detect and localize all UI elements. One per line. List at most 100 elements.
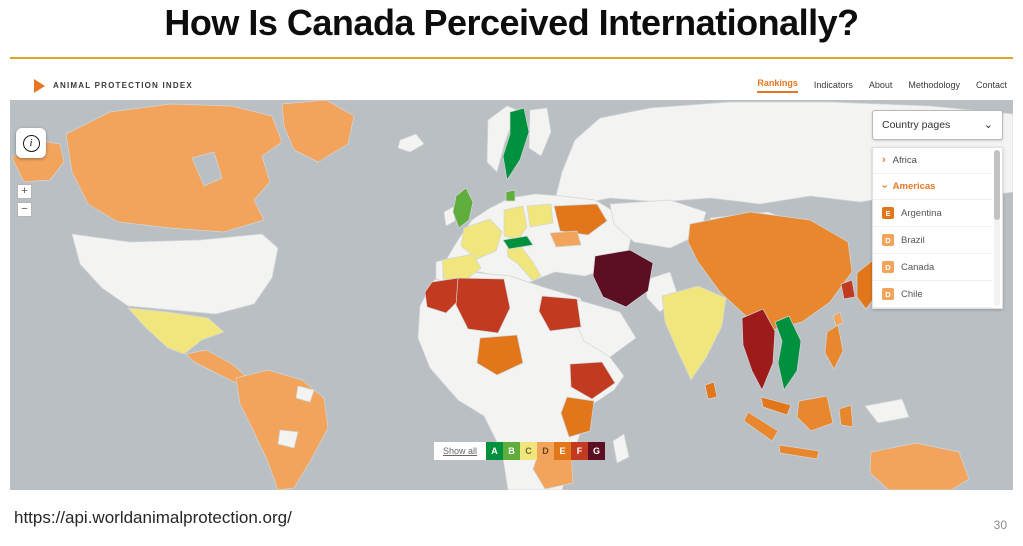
panel-scrollbar-thumb[interactable] (994, 150, 1000, 221)
country-portugal[interactable] (435, 259, 444, 282)
country-ukraine[interactable] (553, 203, 608, 236)
title-divider (10, 57, 1013, 59)
country-indonesia[interactable] (743, 395, 854, 460)
country-name: Brazil (901, 234, 925, 246)
country-sri-lanka[interactable] (704, 381, 718, 400)
world-map-area[interactable]: i + − Show all A B C D E F G Country pag… (10, 100, 1013, 490)
nav-indicators[interactable]: Indicators (813, 80, 853, 90)
grade-badge: D (882, 261, 894, 273)
country-algeria[interactable] (455, 277, 511, 334)
legend-grade-a[interactable]: A (486, 442, 504, 460)
country-austria-switzerland[interactable] (502, 235, 534, 250)
country-finland[interactable] (528, 107, 552, 157)
country-madagascar[interactable] (612, 433, 630, 464)
country-greenland[interactable] (281, 100, 355, 163)
world-map[interactable] (10, 100, 1013, 490)
zoom-in-button[interactable]: + (17, 184, 32, 199)
legend-grade-d-label: D (542, 446, 549, 456)
country-china[interactable] (687, 211, 853, 331)
country-romania[interactable] (549, 230, 582, 248)
legend-grade-a-label: A (491, 446, 498, 456)
country-niger[interactable] (476, 334, 524, 376)
country-kenya-tanzania[interactable] (560, 396, 595, 438)
dropdown-label: Country pages (882, 119, 951, 131)
chevron-down-icon: ⌄ (983, 119, 993, 131)
map-legend: Show all A B C D E F G (434, 442, 606, 460)
legend-grade-f-label: F (576, 446, 583, 456)
legend-grade-g-label: G (593, 446, 601, 456)
country-papua-new-guinea[interactable] (864, 398, 910, 424)
legend-grade-b-label: B (508, 446, 515, 456)
country-india[interactable] (661, 285, 727, 381)
country-sweden[interactable] (502, 107, 530, 181)
grade-badge: D (882, 234, 894, 246)
country-vietnam[interactable] (774, 315, 802, 391)
country-iran[interactable] (592, 249, 654, 308)
show-all-link[interactable]: Show all (434, 442, 487, 460)
legend-grade-b[interactable]: B (503, 442, 521, 460)
country-south-korea[interactable] (840, 279, 856, 300)
country-name: Canada (901, 261, 935, 273)
country-uk[interactable] (452, 187, 474, 229)
nav-methodology[interactable]: Methodology (908, 80, 960, 90)
logo-triangle-icon (34, 78, 45, 93)
country-malaysia[interactable] (760, 396, 792, 416)
country-pages-panel: Country pages ⌄ › Africa › Americas E Ar… (872, 110, 1003, 309)
legend-grade-g[interactable]: G (588, 442, 606, 460)
site-logo[interactable]: ANIMAL PROTECTION INDEX (10, 78, 193, 93)
country-row-canada[interactable]: D Canada (873, 254, 992, 281)
grade-badge: E (882, 207, 894, 219)
site-header: ANIMAL PROTECTION INDEX Rankings Indicat… (10, 72, 1013, 99)
nav-about[interactable]: About (868, 80, 893, 90)
zoom-out-button[interactable]: − (17, 202, 32, 217)
country-row-argentina[interactable]: E Argentina (873, 200, 992, 227)
panel-scrollbar[interactable] (994, 150, 1000, 306)
info-button[interactable]: i (16, 128, 46, 158)
country-name: Argentina (901, 207, 942, 219)
legend-grade-c[interactable]: C (520, 442, 538, 460)
country-iceland[interactable] (397, 133, 425, 153)
country-denmark[interactable] (505, 189, 516, 202)
legend-grade-d[interactable]: D (537, 442, 555, 460)
country-canada[interactable] (65, 103, 283, 233)
legend-grade-e-label: E (559, 446, 566, 456)
slide-title: How Is Canada Perceived Internationally? (164, 2, 859, 43)
zoom-controls: + − (17, 184, 32, 220)
nav-rankings[interactable]: Rankings (757, 78, 798, 93)
logo-text: ANIMAL PROTECTION INDEX (53, 81, 193, 90)
region-label-africa: Africa (892, 155, 917, 166)
region-row-africa[interactable]: › Africa (873, 148, 992, 174)
country-egypt[interactable] (538, 295, 582, 332)
country-mexico[interactable] (127, 307, 225, 355)
chevron-right-icon: › (882, 154, 886, 166)
grade-badge: D (882, 288, 894, 300)
hudson-bay (191, 151, 223, 187)
legend-grade-c-label: C (525, 446, 532, 456)
legend-grade-e[interactable]: E (554, 442, 572, 460)
country-poland[interactable] (526, 203, 554, 228)
country-australia[interactable] (869, 442, 970, 490)
site-nav: Rankings Indicators About Methodology Co… (757, 78, 1013, 93)
country-norway[interactable] (486, 105, 518, 173)
country-row-brazil[interactable]: D Brazil (873, 227, 992, 254)
country-france[interactable] (460, 218, 503, 260)
chevron-down-icon: › (878, 184, 891, 189)
country-row-chile[interactable]: D Chile (873, 281, 992, 308)
country-spain[interactable] (441, 253, 482, 284)
region-label-americas: Americas (892, 181, 936, 192)
region-row-americas[interactable]: › Americas (873, 174, 992, 200)
country-taiwan[interactable] (832, 311, 844, 327)
country-ethiopia[interactable] (569, 361, 616, 400)
country-name: Chile (901, 288, 923, 300)
country-pages-dropdown[interactable]: Country pages ⌄ (872, 110, 1003, 140)
country-germany[interactable] (503, 205, 528, 241)
legend-grade-f[interactable]: F (571, 442, 589, 460)
page-number: 30 (993, 518, 1007, 532)
country-usa[interactable] (71, 233, 279, 315)
info-icon: i (22, 134, 40, 152)
country-bolivia[interactable] (277, 429, 299, 449)
region-central-asia (609, 199, 707, 249)
country-myanmar-thailand[interactable] (741, 308, 776, 391)
nav-contact[interactable]: Contact (975, 80, 1007, 90)
country-ireland[interactable] (443, 206, 456, 227)
